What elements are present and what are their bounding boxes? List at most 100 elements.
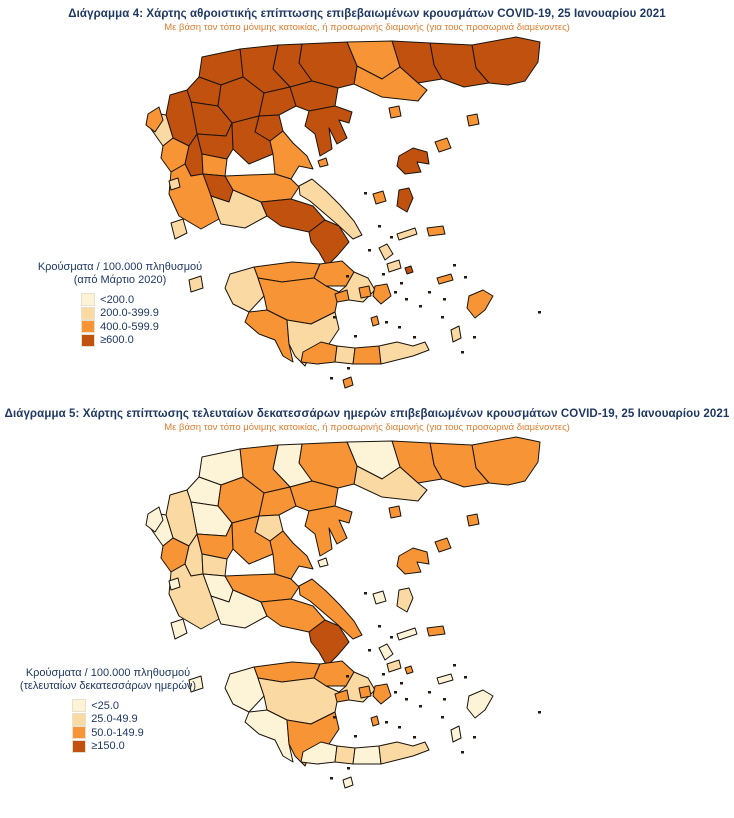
region-skyros bbox=[372, 590, 387, 605]
legend-label: ≥150.0 bbox=[91, 740, 125, 753]
legend-label: 50.0-149.9 bbox=[91, 726, 144, 739]
legend-title: Κρούσματα / 100.000 πληθυσμού bbox=[25, 667, 191, 679]
region-kythira bbox=[342, 776, 354, 789]
region-kefalonia bbox=[170, 218, 188, 240]
region-rethymno bbox=[334, 745, 356, 765]
legend-item: ≥600.0 bbox=[81, 333, 159, 348]
region-santorini bbox=[370, 315, 380, 327]
map-figure-14day-incidence: Διάγραμμα 5: Χάρτης επίπτωσης τελευταίων… bbox=[0, 400, 734, 818]
islet-speck bbox=[378, 625, 381, 628]
islet-speck bbox=[443, 298, 446, 301]
islet-speck bbox=[394, 291, 397, 294]
islet-speck bbox=[413, 336, 416, 339]
region-kavala bbox=[353, 465, 428, 502]
region-kavala bbox=[353, 65, 428, 102]
region-rhodes bbox=[466, 289, 494, 319]
region-zakynthos bbox=[188, 275, 204, 293]
region-skyros bbox=[372, 190, 387, 205]
islet-speck bbox=[441, 716, 444, 719]
islet-speck bbox=[354, 735, 357, 738]
region-kefalonia bbox=[170, 618, 188, 640]
region-euboea bbox=[298, 178, 363, 240]
region-ilia bbox=[224, 266, 265, 313]
region-naxos bbox=[372, 283, 392, 305]
islet-speck bbox=[330, 377, 333, 380]
legend-swatch bbox=[81, 320, 96, 334]
region-kos bbox=[436, 273, 454, 285]
figure-title: Διάγραμμα 4: Χάρτης αθροιστικής επίπτωση… bbox=[68, 8, 666, 20]
legend-item: <25.0 bbox=[72, 699, 144, 713]
islet-speck bbox=[453, 664, 456, 667]
region-ikaria bbox=[396, 227, 418, 241]
islet-speck bbox=[390, 636, 393, 639]
islet-speck bbox=[346, 675, 349, 678]
region-corfu bbox=[145, 106, 164, 133]
region-rhodes bbox=[466, 689, 494, 719]
region-paros bbox=[358, 285, 372, 299]
region-lesbos bbox=[396, 547, 430, 575]
islet-speck bbox=[413, 736, 416, 739]
region-lefkada bbox=[168, 577, 181, 591]
region-samos bbox=[426, 625, 446, 637]
region-andros bbox=[378, 643, 394, 661]
islet-speck bbox=[428, 691, 431, 694]
islet-speck bbox=[368, 249, 371, 252]
islet-speck bbox=[347, 367, 350, 370]
region-rethymno bbox=[334, 345, 356, 365]
islet-speck bbox=[461, 751, 464, 754]
islet-speck bbox=[419, 305, 422, 308]
legend-label: 400.0-599.9 bbox=[100, 320, 159, 333]
region-limnos bbox=[434, 537, 452, 553]
map-canvas: Κρούσματα / 100.000 πληθυσμού (από Μάρτι… bbox=[0, 33, 734, 401]
islet-speck bbox=[441, 316, 444, 319]
islet-speck bbox=[390, 236, 393, 239]
map-legend: Κρούσματα / 100.000 πληθυσμού (από Μάρτι… bbox=[30, 261, 210, 352]
region-attica bbox=[308, 619, 350, 667]
legend-swatch bbox=[72, 726, 87, 740]
legend-swatch bbox=[72, 739, 87, 753]
legend-subtitle: (από Μάρτιο 2020) bbox=[73, 274, 167, 286]
legend-item: 400.0-599.9 bbox=[81, 320, 159, 334]
islet-speck bbox=[428, 291, 431, 294]
legend-items: <200.0 200.0-399.9 400.0-599.9 ≥600.0 bbox=[81, 293, 159, 347]
region-imathia bbox=[258, 86, 297, 117]
islet-speck bbox=[368, 649, 371, 652]
islet-speck bbox=[382, 673, 385, 676]
region-karpathos bbox=[450, 325, 462, 343]
region-heraklion bbox=[352, 345, 382, 365]
islet-speck bbox=[443, 698, 446, 701]
map-legend: Κρούσματα / 100.000 πληθυσμού (τελευταίω… bbox=[18, 667, 198, 758]
islet-speck bbox=[461, 351, 464, 354]
region-tinos bbox=[386, 259, 402, 273]
legend-item: <200.0 bbox=[81, 293, 159, 307]
region-magnesia bbox=[269, 130, 314, 180]
islet-speck bbox=[473, 736, 476, 739]
legend-swatch bbox=[72, 699, 87, 713]
region-chalkidiki bbox=[304, 505, 353, 557]
greece-choropleth-map bbox=[145, 436, 541, 789]
islet-speck bbox=[398, 326, 401, 329]
islet-speck bbox=[333, 316, 336, 319]
figure-title: Διάγραμμα 5: Χάρτης επίπτωσης τελευταίων… bbox=[4, 408, 730, 420]
islet-speck bbox=[405, 298, 408, 301]
islet-speck bbox=[346, 275, 349, 278]
legend-item: 25.0-49.9 bbox=[72, 712, 144, 727]
region-corfu bbox=[145, 506, 164, 533]
legend-label: 200.0-399.9 bbox=[100, 307, 159, 320]
islet-speck bbox=[382, 273, 385, 276]
region-euboea bbox=[298, 578, 363, 640]
region-mykonos bbox=[404, 665, 414, 675]
greece-choropleth-map bbox=[145, 36, 541, 389]
islet-speck bbox=[333, 716, 336, 719]
region-limnos bbox=[434, 137, 452, 153]
islet-speck bbox=[330, 777, 333, 780]
islet-speck bbox=[405, 698, 408, 701]
islet-speck bbox=[400, 682, 403, 685]
region-ikaria bbox=[396, 627, 418, 641]
islet-speck bbox=[385, 721, 388, 724]
legend-title: Κρούσματα / 100.000 πληθυσμού bbox=[37, 261, 203, 273]
region-messinia bbox=[244, 309, 294, 363]
region-zakynthos bbox=[188, 675, 204, 693]
legend-item: 50.0-149.9 bbox=[72, 726, 144, 740]
region-lesbos bbox=[396, 147, 430, 175]
